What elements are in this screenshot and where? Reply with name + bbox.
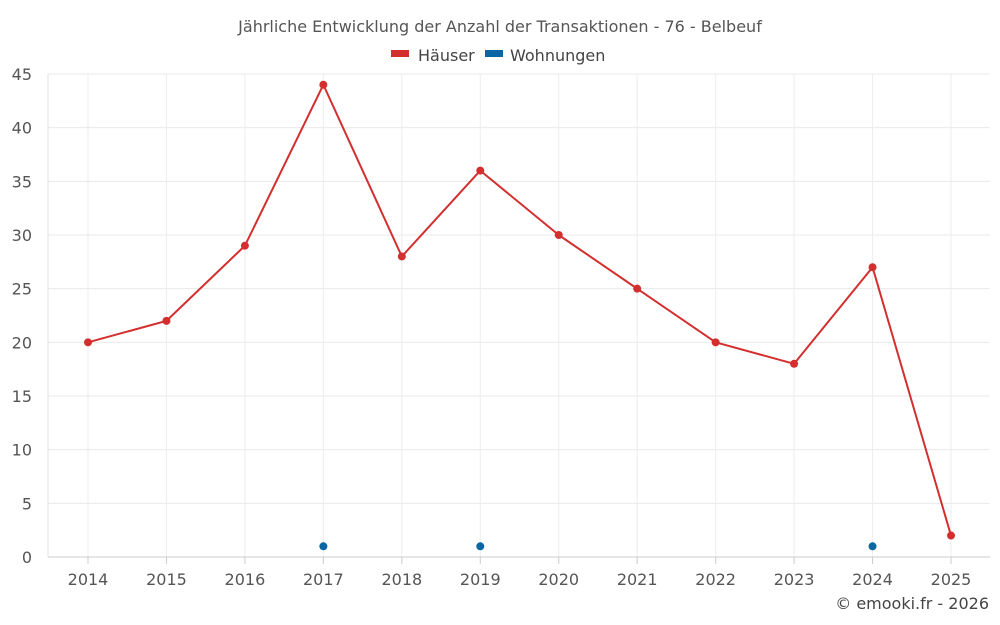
x-tick-label: 2015 <box>146 570 187 589</box>
data-point-haeuser-2021[interactable] <box>633 284 642 293</box>
data-point-wohnungen-2024[interactable] <box>868 542 877 551</box>
data-point-haeuser-2019[interactable] <box>476 166 485 175</box>
x-tick-label: 2025 <box>931 570 972 589</box>
data-point-haeuser-2018[interactable] <box>397 252 406 261</box>
legend-label-haeuser: Häuser <box>418 46 475 65</box>
data-point-haeuser-2025[interactable] <box>947 531 955 540</box>
y-axis-ticks: 0 5 10 15 20 25 30 35 40 45 <box>12 65 32 567</box>
x-tick-label: 2019 <box>460 570 501 589</box>
x-tick-label: 2014 <box>68 570 109 589</box>
data-point-haeuser-2014[interactable] <box>84 338 92 347</box>
legend-swatch-wohnungen <box>485 50 503 57</box>
y-tick-label: 30 <box>12 226 32 245</box>
data-point-wohnungen-2019[interactable] <box>476 542 485 551</box>
y-tick-label: 0 <box>22 548 32 567</box>
chart-title: Jährliche Entwicklung der Anzahl der Tra… <box>237 17 762 36</box>
axes <box>47 74 990 558</box>
data-point-haeuser-2022[interactable] <box>711 338 720 347</box>
legend-swatch-haeuser <box>391 50 409 57</box>
series-layer <box>84 80 955 551</box>
y-tick-label: 40 <box>12 119 32 138</box>
x-axis-ticks: 2014 2015 2016 2017 2018 2019 2020 2021 2022 2023… <box>68 557 972 589</box>
credit-text: © emooki.fr - 2026 <box>835 594 989 613</box>
legend-item-haeuser[interactable]: Häuser <box>391 46 475 65</box>
grid-lines <box>48 73 990 557</box>
legend-label-wohnungen: Wohnungen <box>510 46 605 65</box>
y-tick-label: 25 <box>12 280 32 299</box>
legend-item-wohnungen[interactable]: Wohnungen <box>485 46 605 65</box>
y-tick-label: 15 <box>12 387 32 406</box>
x-tick-label: 2022 <box>695 570 736 589</box>
data-point-haeuser-2017[interactable] <box>319 80 328 89</box>
x-tick-label: 2017 <box>303 570 344 589</box>
x-tick-label: 2021 <box>617 570 658 589</box>
x-tick-label: 2020 <box>538 570 579 589</box>
y-tick-label: 45 <box>12 65 32 84</box>
x-tick-label: 2018 <box>381 570 422 589</box>
x-tick-label: 2024 <box>852 570 893 589</box>
y-tick-label: 10 <box>12 441 32 460</box>
data-point-haeuser-2023[interactable] <box>790 359 799 368</box>
x-tick-label: 2023 <box>774 570 815 589</box>
data-point-wohnungen-2017[interactable] <box>319 542 328 551</box>
y-tick-label: 20 <box>12 333 32 352</box>
legend: Häuser Wohnungen <box>391 46 605 65</box>
series-line-haeuser <box>87 83 952 537</box>
y-tick-label: 5 <box>22 494 32 513</box>
series-wohnungen <box>319 542 877 551</box>
data-point-haeuser-2020[interactable] <box>554 231 563 239</box>
data-point-haeuser-2024[interactable] <box>868 263 877 272</box>
series-haeuser <box>84 80 955 540</box>
data-point-haeuser-2015[interactable] <box>162 316 171 325</box>
data-point-haeuser-2016[interactable] <box>240 241 249 250</box>
x-tick-label: 2016 <box>225 570 266 589</box>
y-tick-label: 35 <box>12 172 32 191</box>
